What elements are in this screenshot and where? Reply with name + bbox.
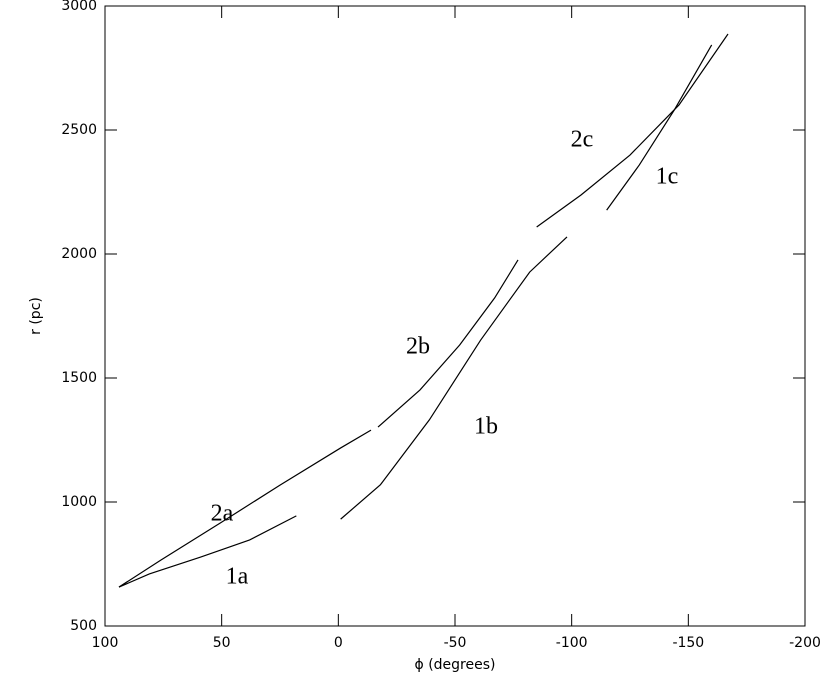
curve-label: 2a xyxy=(211,501,234,527)
curve xyxy=(536,33,729,228)
x-tick-label: -150 xyxy=(672,635,704,651)
curve-label: 2b xyxy=(406,334,430,360)
curve xyxy=(340,236,568,520)
x-tick-label: 50 xyxy=(213,635,231,651)
y-tick-label: 3000 xyxy=(61,0,97,14)
curve-label: 1b xyxy=(474,414,498,440)
curve-label: 2c xyxy=(571,127,594,153)
x-axis-label: ϕ (degrees) xyxy=(415,657,496,673)
curve xyxy=(118,515,297,588)
y-axis-label: r (pc) xyxy=(28,297,44,335)
x-tick-label: -200 xyxy=(789,635,821,651)
x-tick-label: -50 xyxy=(444,635,467,651)
curve xyxy=(606,44,713,211)
curve xyxy=(377,259,519,428)
x-tick-label: -100 xyxy=(556,635,588,651)
plot-frame xyxy=(104,5,806,627)
y-tick-label: 2500 xyxy=(61,122,97,138)
x-tick-label: 100 xyxy=(92,635,119,651)
curve xyxy=(118,429,372,588)
curve-label: 1c xyxy=(656,164,679,190)
y-tick-label: 1500 xyxy=(61,370,97,386)
curve-label: 1a xyxy=(226,564,249,590)
x-tick-label: 0 xyxy=(334,635,343,651)
y-tick-label: 2000 xyxy=(61,246,97,262)
y-tick-label: 1000 xyxy=(61,494,97,510)
y-tick-label: 500 xyxy=(70,618,97,634)
